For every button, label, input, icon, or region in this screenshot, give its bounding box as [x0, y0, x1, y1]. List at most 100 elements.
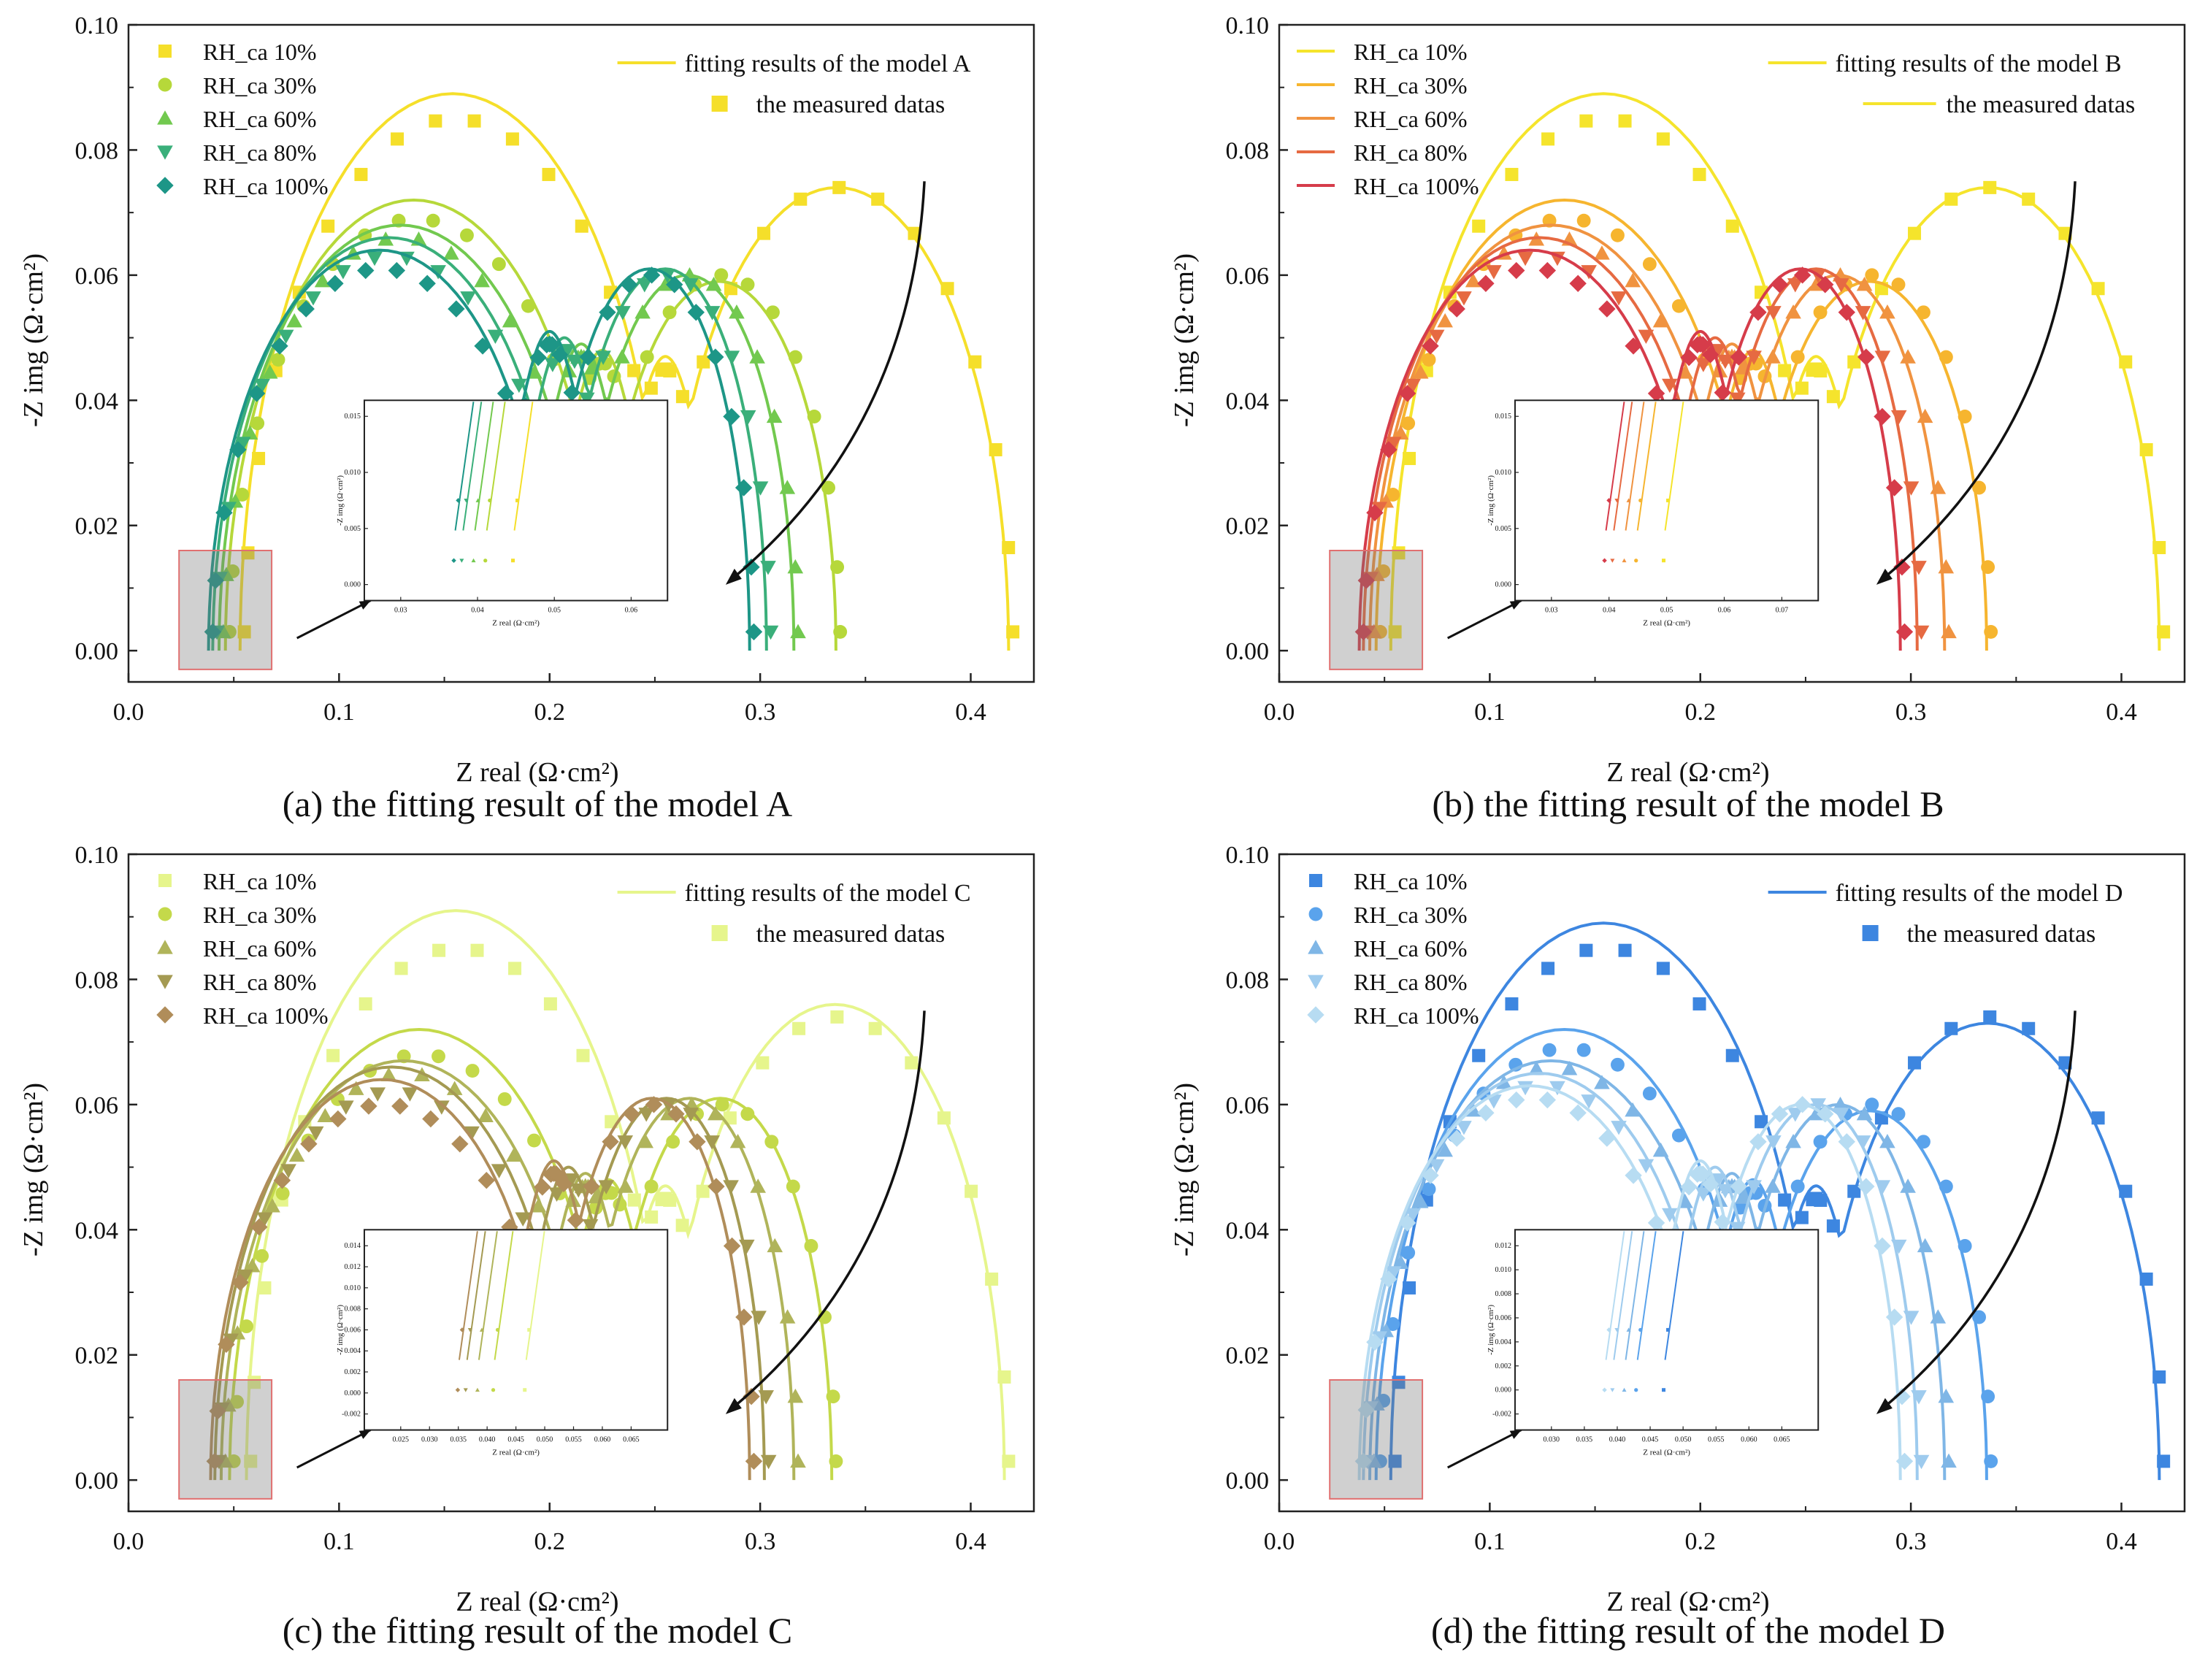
- inset-data-point: [1662, 1388, 1666, 1392]
- inset-y-tick-label: 0.002: [344, 1368, 361, 1376]
- data-point: [252, 451, 266, 465]
- data-point: [1428, 1159, 1445, 1174]
- data-point: [1477, 1104, 1495, 1121]
- panel-c: 0.0 0.1 0.2 0.3 0.4 0.00 0.02 0.04 0.06 0.08 0.10 Z…: [18, 842, 1035, 1651]
- data-point: [1730, 1178, 1748, 1195]
- data-point: [329, 1110, 347, 1128]
- data-point: [530, 1197, 547, 1213]
- data-point: [474, 272, 490, 288]
- data-point: [792, 1021, 806, 1035]
- data-point: [787, 559, 804, 574]
- data-point: [1717, 354, 1733, 369]
- data-point: [515, 1212, 532, 1227]
- data-point: [1398, 1214, 1416, 1232]
- data-point: [968, 355, 982, 369]
- series-3: [217, 1059, 806, 1481]
- data-point: [1857, 1178, 1875, 1195]
- data-point: [735, 479, 753, 496]
- data-point: [487, 329, 504, 345]
- data-point: [738, 1239, 755, 1254]
- data-point: [666, 276, 683, 294]
- inset-x-tick-label: 0.025: [393, 1436, 410, 1444]
- data-point: [666, 1135, 680, 1149]
- data-point: [1813, 305, 1828, 320]
- data-point: [1981, 1389, 1995, 1404]
- data-point: [1817, 1105, 1834, 1123]
- data-point: [1412, 364, 1429, 379]
- inset-y-tick-label: 0.015: [1495, 413, 1511, 421]
- inset-fit-line: [525, 1231, 545, 1360]
- data-point: [821, 480, 836, 495]
- data-point: [1908, 226, 1922, 240]
- data-point: [1366, 1333, 1384, 1351]
- y-axis-label: -Z img (Ω·cm²): [18, 1083, 49, 1257]
- data-point: [254, 378, 271, 394]
- data-point: [369, 1087, 386, 1102]
- legend-label: RH_ca 60%: [1354, 935, 1468, 962]
- data-point: [248, 385, 266, 402]
- data-point: [204, 623, 222, 641]
- data-point: [826, 1389, 840, 1404]
- data-point: [2119, 355, 2133, 369]
- data-point: [286, 312, 302, 328]
- data-point: [496, 385, 515, 402]
- data-point: [708, 1105, 724, 1121]
- data-point: [1857, 348, 1875, 366]
- data-point: [1903, 1311, 1920, 1325]
- trend-arrow-head: [725, 568, 742, 585]
- data-point: [338, 1100, 354, 1115]
- data-point: [460, 291, 476, 306]
- inset-fit-line: [1613, 1231, 1633, 1360]
- data-point: [582, 1219, 599, 1234]
- inset-data-point: [1626, 498, 1631, 502]
- data-point: [1598, 1129, 1616, 1147]
- data-point: [989, 442, 1002, 456]
- x-tick-label: 0.1: [323, 699, 355, 726]
- inset-fit-line: [458, 1231, 478, 1360]
- data-point: [1900, 349, 1916, 364]
- data-point: [1611, 291, 1627, 306]
- data-point: [357, 261, 375, 280]
- data-point: [752, 481, 769, 496]
- data-point: [602, 1133, 619, 1151]
- legend-marker: [157, 145, 173, 160]
- inset-data-point: [459, 1327, 465, 1332]
- inset-data-point: [1634, 1388, 1638, 1392]
- data-point: [1692, 167, 1706, 181]
- data-point: [380, 1067, 397, 1082]
- x-tick-label: 0.0: [113, 1528, 145, 1555]
- data-point: [242, 425, 258, 440]
- data-point: [277, 329, 294, 345]
- x-tick-label: 0.2: [534, 699, 565, 726]
- data-point: [1422, 1167, 1439, 1184]
- data-point: [1422, 337, 1439, 355]
- data-point: [1437, 312, 1453, 328]
- data-point: [1569, 1104, 1587, 1121]
- inset-data-point: [1662, 559, 1666, 563]
- data-point: [1895, 623, 1914, 641]
- data-point: [715, 1097, 729, 1112]
- data-point: [1790, 1179, 1805, 1194]
- data-point: [723, 1237, 741, 1255]
- data-point: [645, 1096, 663, 1113]
- data-point: [1885, 479, 1903, 496]
- inset-y-tick-label: 0.000: [1495, 581, 1511, 589]
- data-point: [1465, 272, 1481, 288]
- data-point: [478, 1108, 494, 1123]
- data-point: [258, 1281, 272, 1294]
- trend-arrow-head: [725, 1397, 742, 1414]
- data-point: [1765, 306, 1782, 321]
- x-tick-label: 0.3: [1895, 699, 1927, 726]
- data-point: [1891, 1107, 1906, 1121]
- data-point: [1428, 329, 1445, 345]
- data-point: [1625, 337, 1642, 355]
- data-point: [697, 355, 710, 369]
- data-point: [215, 504, 233, 521]
- x-tick-label: 0.4: [2106, 1528, 2137, 1555]
- data-point: [234, 437, 251, 451]
- measured-legend-marker: [1862, 925, 1879, 941]
- data-point: [1541, 132, 1555, 146]
- y-tick-label: 0.08: [75, 137, 119, 164]
- fit-legend-label: fitting results of the model B: [1836, 50, 2122, 77]
- data-point: [429, 114, 442, 128]
